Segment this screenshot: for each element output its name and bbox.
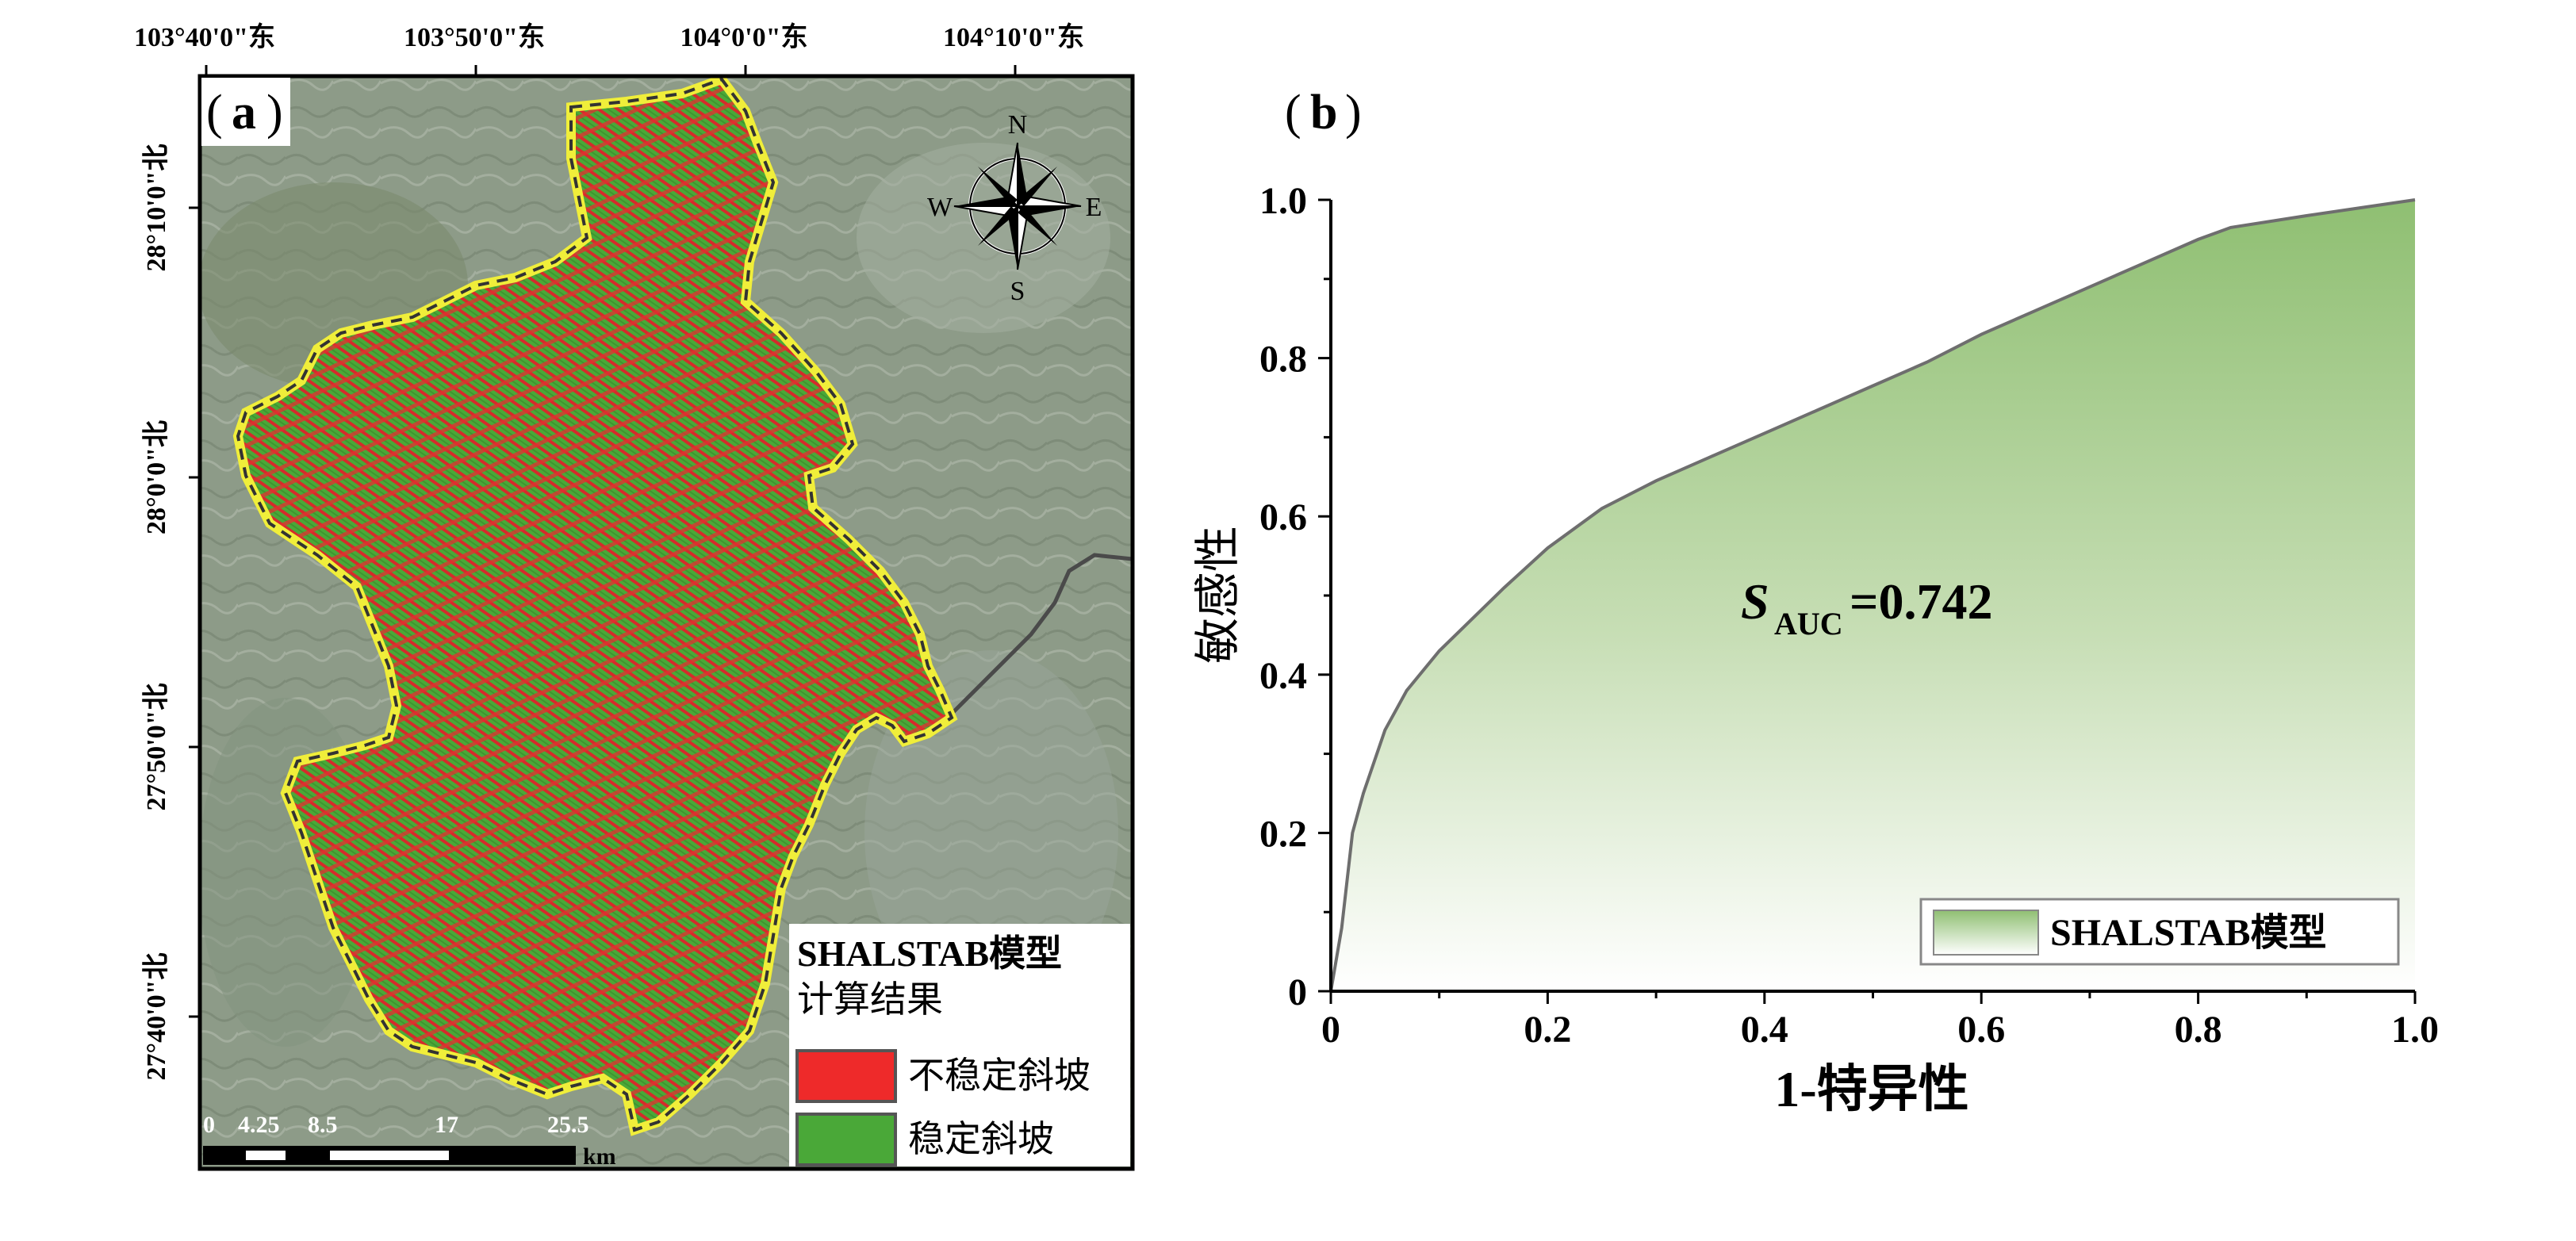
latitude-ticks: 28°10'0"北 28°0'0"北 27°50'0"北 27°40'0"北 xyxy=(142,144,200,1081)
y-axis-title: 敏感性 xyxy=(1192,526,1244,664)
y-tick-label: 0.6 xyxy=(1259,496,1307,538)
lat-tick-2: 28°0'0"北 xyxy=(142,420,171,534)
svg-text:(: ( xyxy=(206,86,223,140)
lat-tick-3: 27°50'0"北 xyxy=(142,684,171,811)
compass-w: W xyxy=(927,193,953,222)
y-axis-ticks: 0 0.2 0.4 0.6 0.8 1.0 xyxy=(1259,180,1331,1013)
y-tick-label: 0.8 xyxy=(1259,339,1307,381)
x-tick-label: 0 xyxy=(1321,1009,1340,1051)
scale-label-2: 8.5 xyxy=(308,1112,338,1138)
scale-unit: km xyxy=(583,1143,616,1170)
compass-e: E xyxy=(1086,193,1102,222)
panel-b-label: ( b ) xyxy=(1285,86,1362,140)
map-frame xyxy=(197,74,1135,1171)
lon-tick-1: 103°40'0"东 xyxy=(134,21,275,52)
roc-curve-line xyxy=(1329,198,2416,992)
map-legend-title-1: SHALSTAB模型 xyxy=(797,933,1062,974)
auc-subscript: AUC xyxy=(1774,606,1843,642)
scale-label-3: 17 xyxy=(435,1112,458,1138)
x-axis-title: 1-特异性 xyxy=(1774,1061,1968,1117)
auc-symbol: S xyxy=(1741,573,1769,630)
auc-annotation: S AUC =0.742 xyxy=(1741,573,1992,642)
panel-a-letter: a xyxy=(232,86,256,140)
x-tick-label: 0.4 xyxy=(1741,1009,1788,1051)
lon-tick-4: 104°10'0"东 xyxy=(943,21,1084,52)
svg-text:): ) xyxy=(1345,86,1362,140)
x-tick-label: 0.6 xyxy=(1957,1009,2005,1051)
legend-swatch-stable xyxy=(795,1113,897,1166)
scale-label-1: 4.25 xyxy=(238,1112,280,1138)
chart-legend: SHALSTAB模型 xyxy=(1919,898,2400,966)
y-tick-label: 0 xyxy=(1288,971,1307,1013)
legend-label-stable: 稳定斜坡 xyxy=(908,1119,1054,1159)
lon-tick-3: 104°0'0"东 xyxy=(680,21,808,52)
panel-b-chart: ( b ) 0 0.2 0.4 0.6 0.8 1.0 00.20.40.60.81.0 … xyxy=(1192,86,2439,1117)
x-tick-label: 1.0 xyxy=(2391,1009,2439,1051)
y-tick-label: 1.0 xyxy=(1259,180,1307,222)
lon-tick-2: 103°50'0"东 xyxy=(404,21,545,52)
chart-legend-swatch xyxy=(1933,910,2039,956)
panel-a-map: 103°40'0"东 103°50'0"东 104°0'0"东 104°10'0… xyxy=(134,21,1135,1171)
scale-label-0: 0 xyxy=(203,1112,215,1138)
x-axis-ticks: 0 0.2 0.4 0.6 0.8 1.0 xyxy=(1321,991,2439,1051)
svg-text:(: ( xyxy=(1285,86,1301,140)
longitude-ticks: 103°40'0"东 103°50'0"东 104°0'0"东 104°10'0… xyxy=(134,21,1084,76)
y-tick-label: 0.4 xyxy=(1259,655,1307,697)
scale-bar: 0 4.25 8.5 17 25.5 km xyxy=(203,1112,616,1170)
legend-label-unstable: 不稳定斜坡 xyxy=(908,1055,1091,1096)
y-tick-label: 0.2 xyxy=(1259,813,1307,855)
legend-swatch-unstable xyxy=(795,1049,897,1103)
panel-a-label: ( a ) xyxy=(201,78,290,146)
lat-tick-1: 28°10'0"北 xyxy=(142,144,171,272)
scale-label-4: 25.5 xyxy=(547,1112,589,1138)
lat-tick-4: 27°40'0"北 xyxy=(142,953,171,1081)
map-legend-title-2: 计算结果 xyxy=(797,979,943,1020)
x-tick-label: 0.8 xyxy=(2175,1009,2222,1051)
compass-s: S xyxy=(1010,277,1025,306)
roc-area xyxy=(1331,200,2415,991)
auc-value: =0.742 xyxy=(1850,573,1992,630)
chart-legend-label: SHALSTAB模型 xyxy=(2050,912,2327,954)
compass-rose-icon: N S E W xyxy=(927,110,1102,306)
compass-n: N xyxy=(1008,110,1028,140)
panel-b-letter: b xyxy=(1310,86,1337,140)
map-legend: SHALSTAB模型 计算结果 不稳定斜坡 稳定斜坡 xyxy=(789,924,1130,1166)
x-tick-label: 0.2 xyxy=(1524,1009,1571,1051)
svg-text:): ) xyxy=(266,86,283,140)
